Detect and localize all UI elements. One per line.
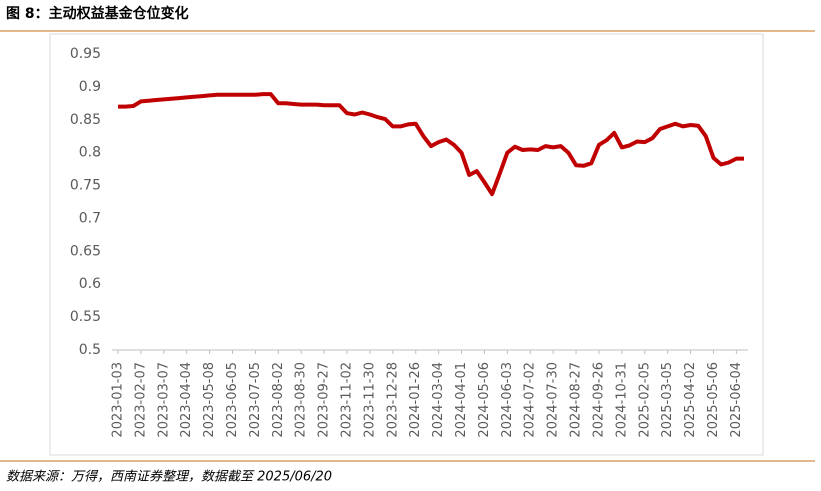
x-tick-label: 2023-03-07 <box>156 362 171 438</box>
x-tick-label: 2024-10-31 <box>614 362 629 438</box>
x-tick-label: 2024-01-26 <box>408 362 423 438</box>
x-tick-label: 2025-03-05 <box>660 362 675 438</box>
x-tick-label: 2024-08-27 <box>569 362 584 438</box>
x-tick-label: 2023-06-05 <box>225 362 240 438</box>
x-tick-label: 2024-07-02 <box>523 362 538 438</box>
x-tick-label: 2025-06-04 <box>729 362 744 438</box>
x-tick-label: 2023-05-08 <box>202 362 217 438</box>
x-tick-label: 2024-05-06 <box>477 362 492 438</box>
line-series <box>118 92 744 197</box>
x-tick-label: 2024-09-26 <box>591 362 606 438</box>
x-tick-label: 2023-04-04 <box>179 362 194 438</box>
x-tick-label: 2023-08-02 <box>271 362 286 438</box>
x-tick-label: 2023-12-28 <box>385 362 400 438</box>
x-tick-label: 2023-09-27 <box>317 362 332 438</box>
y-tick-label: 0.95 <box>70 46 101 62</box>
y-tick-label: 0.75 <box>70 178 101 194</box>
x-tick-label: 2023-01-03 <box>111 362 126 438</box>
y-tick-label: 0.9 <box>79 79 101 95</box>
y-tick-label: 0.55 <box>70 309 101 325</box>
y-tick-label: 0.5 <box>79 342 101 358</box>
chart-title: 图 8：主动权益基金仓位变化 <box>6 5 189 22</box>
x-tick-label: 2025-04-02 <box>683 362 698 438</box>
source-note: 数据来源：万得，西南证券整理，数据截至 2025/06/20 <box>6 470 332 485</box>
x-tick-label: 2025-02-05 <box>637 362 652 438</box>
y-tick-label: 0.6 <box>79 276 101 292</box>
x-tick-label: 2024-07-30 <box>546 362 561 438</box>
x-tick-label: 2023-07-05 <box>248 362 263 438</box>
x-tick-label: 2025-05-06 <box>706 362 721 438</box>
x-tick-label: 2024-06-03 <box>500 362 515 438</box>
x-tick-label: 2023-02-07 <box>133 362 148 438</box>
x-tick-label: 2024-03-04 <box>431 362 446 438</box>
x-tick-label: 2023-11-30 <box>362 362 377 438</box>
y-tick-label: 0.65 <box>70 243 101 259</box>
x-tick-label: 2023-11-02 <box>340 362 355 438</box>
y-tick-label: 0.8 <box>79 145 101 161</box>
x-tick-label: 2023-08-30 <box>294 362 309 438</box>
chart-frame <box>49 33 764 456</box>
y-tick-label: 0.7 <box>79 210 101 226</box>
x-tick-label: 2024-04-01 <box>454 362 469 438</box>
y-tick-label: 0.85 <box>70 112 101 128</box>
